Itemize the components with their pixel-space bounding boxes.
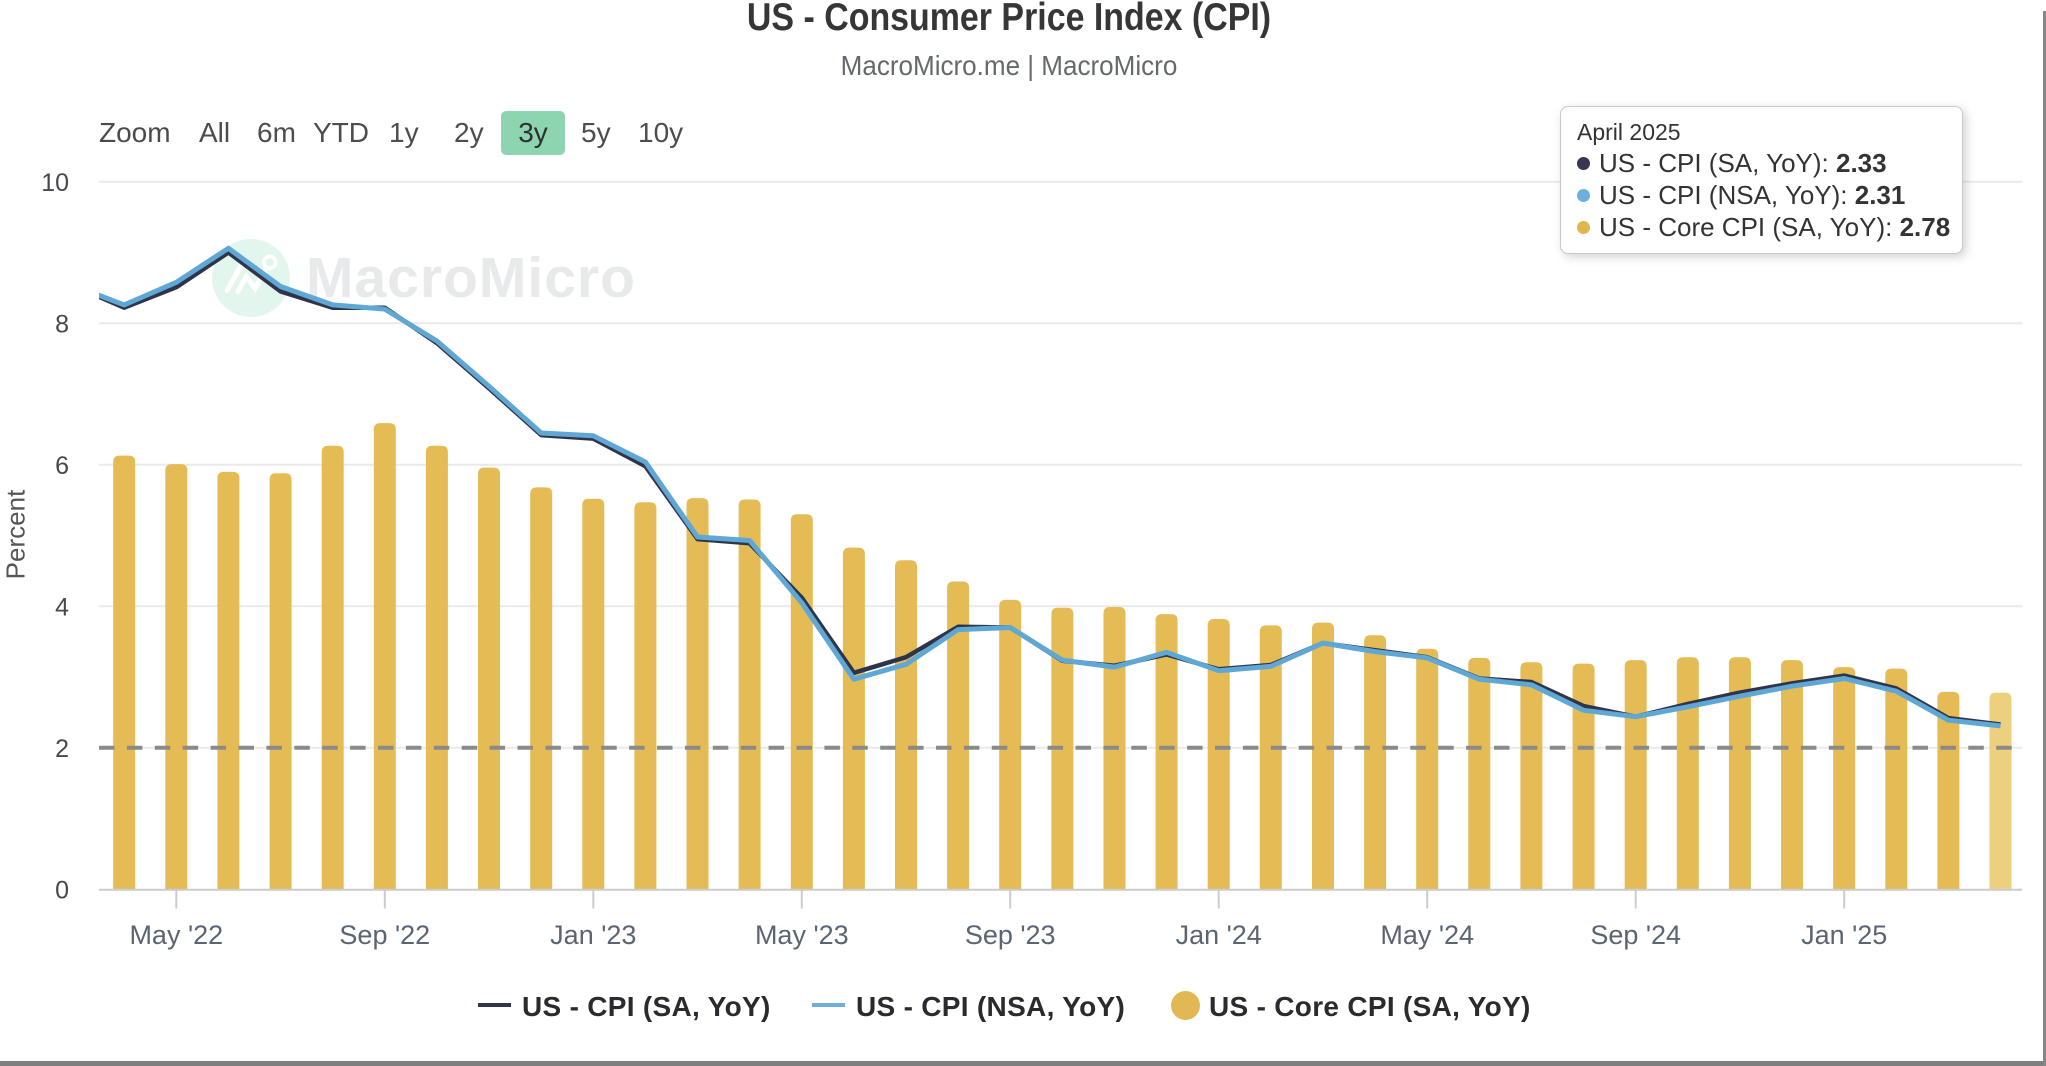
svg-text:Sep '22: Sep '22 [339, 920, 430, 950]
svg-text:May '22: May '22 [129, 920, 223, 950]
svg-text:Jan '25: Jan '25 [1801, 920, 1887, 950]
svg-text:Jan '23: Jan '23 [550, 920, 636, 950]
svg-text:May '23: May '23 [755, 920, 849, 950]
svg-text:May '24: May '24 [1380, 920, 1474, 950]
svg-text:10: 10 [41, 169, 69, 197]
svg-text:Jan '24: Jan '24 [1176, 920, 1262, 950]
svg-text:2: 2 [55, 735, 69, 763]
svg-text:Sep '23: Sep '23 [965, 920, 1056, 950]
svg-text:8: 8 [55, 310, 69, 338]
svg-text:MacroMicro: MacroMicro [306, 246, 636, 310]
svg-text:Sep '24: Sep '24 [1590, 920, 1681, 950]
svg-text:4: 4 [55, 593, 69, 621]
svg-text:6: 6 [55, 452, 69, 480]
svg-text:0: 0 [55, 876, 69, 904]
